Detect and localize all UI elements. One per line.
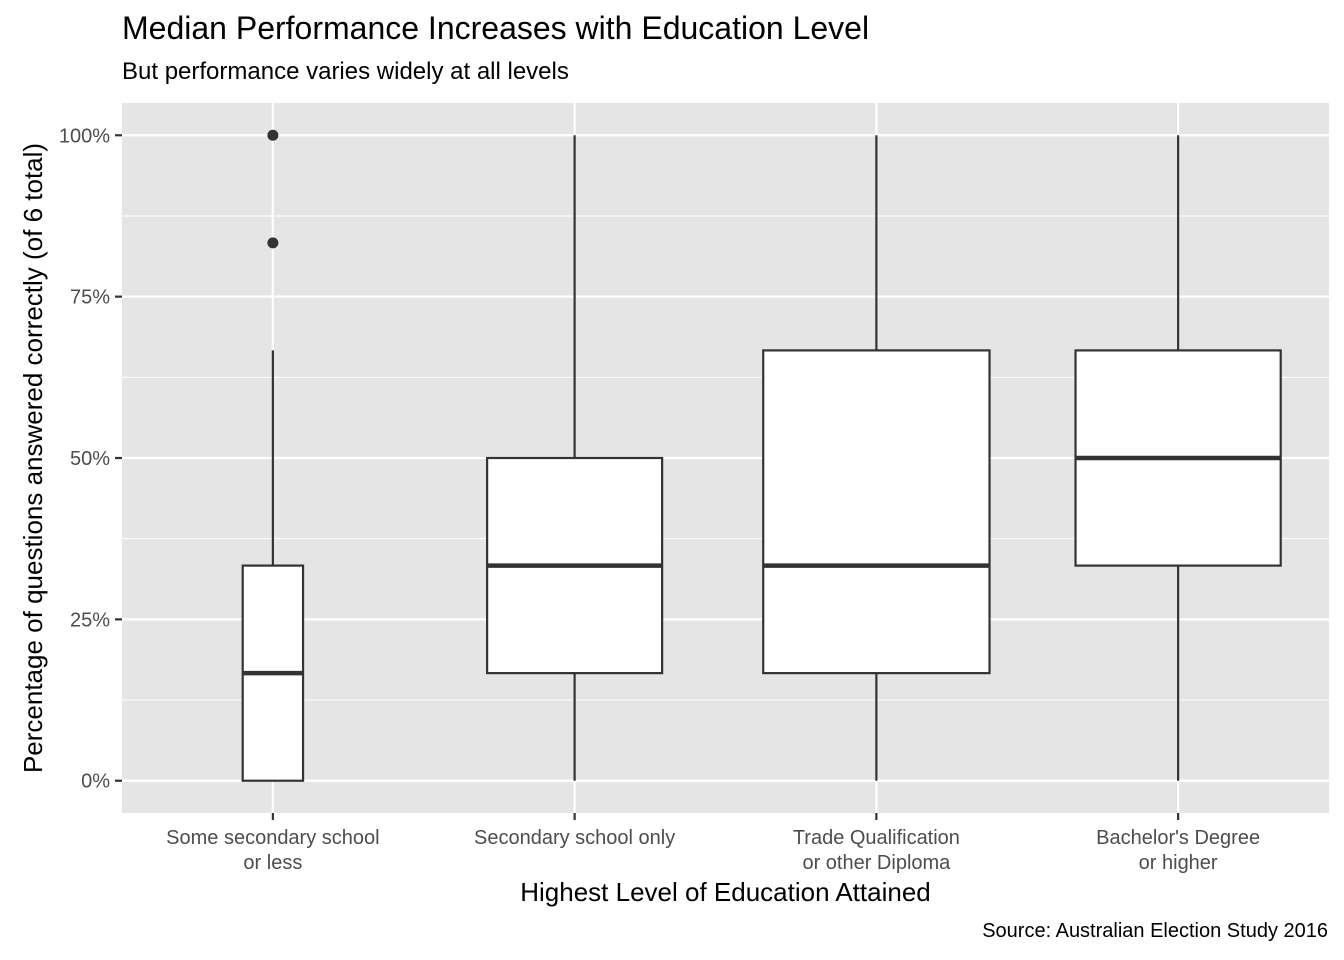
x-tick-label: Bachelor's Degree or higher bbox=[1096, 827, 1260, 874]
x-tick-label-line: Trade Qualification bbox=[793, 827, 960, 849]
outlier-point bbox=[267, 129, 279, 141]
box-group bbox=[1074, 135, 1282, 781]
x-tick-label-line: Some secondary school bbox=[166, 827, 379, 849]
y-tick-label: 50% bbox=[70, 448, 110, 470]
x-tick-label: Some secondary school or less bbox=[166, 827, 379, 874]
x-tick-label-line: or less bbox=[243, 852, 302, 874]
x-tick-label-line: or higher bbox=[1139, 852, 1218, 874]
x-axis-title: Highest Level of Education Attained bbox=[520, 877, 931, 907]
chart-title: Median Performance Increases with Educat… bbox=[122, 10, 870, 46]
box-iqr bbox=[762, 349, 991, 675]
chart-subtitle: But performance varies widely at all lev… bbox=[122, 58, 569, 85]
x-axis: Some secondary school or less Secondary sc… bbox=[166, 813, 1260, 874]
x-tick-label-line: or other Diploma bbox=[802, 852, 951, 874]
y-axis-title: Percentage of questions answered correct… bbox=[18, 143, 48, 773]
box-group bbox=[486, 135, 664, 781]
y-tick-label: 0% bbox=[81, 771, 110, 793]
x-tick-label-line: Secondary school only bbox=[474, 827, 675, 849]
y-axis: 0% 25% 50% 75% 100% bbox=[59, 125, 122, 793]
box-group bbox=[241, 129, 305, 782]
y-tick-label: 25% bbox=[70, 609, 110, 631]
y-tick-label: 100% bbox=[59, 125, 110, 147]
x-tick-label: Trade Qualification or other Diploma bbox=[793, 827, 960, 874]
chart-caption: Source: Australian Election Study 2016 bbox=[982, 920, 1328, 942]
y-tick-label: 75% bbox=[70, 287, 110, 309]
x-tick-label: Secondary school only bbox=[474, 827, 675, 849]
outlier-point bbox=[267, 237, 279, 249]
x-tick-label-line: Bachelor's Degree bbox=[1096, 827, 1260, 849]
box-group bbox=[762, 135, 991, 781]
boxes bbox=[241, 129, 1282, 782]
